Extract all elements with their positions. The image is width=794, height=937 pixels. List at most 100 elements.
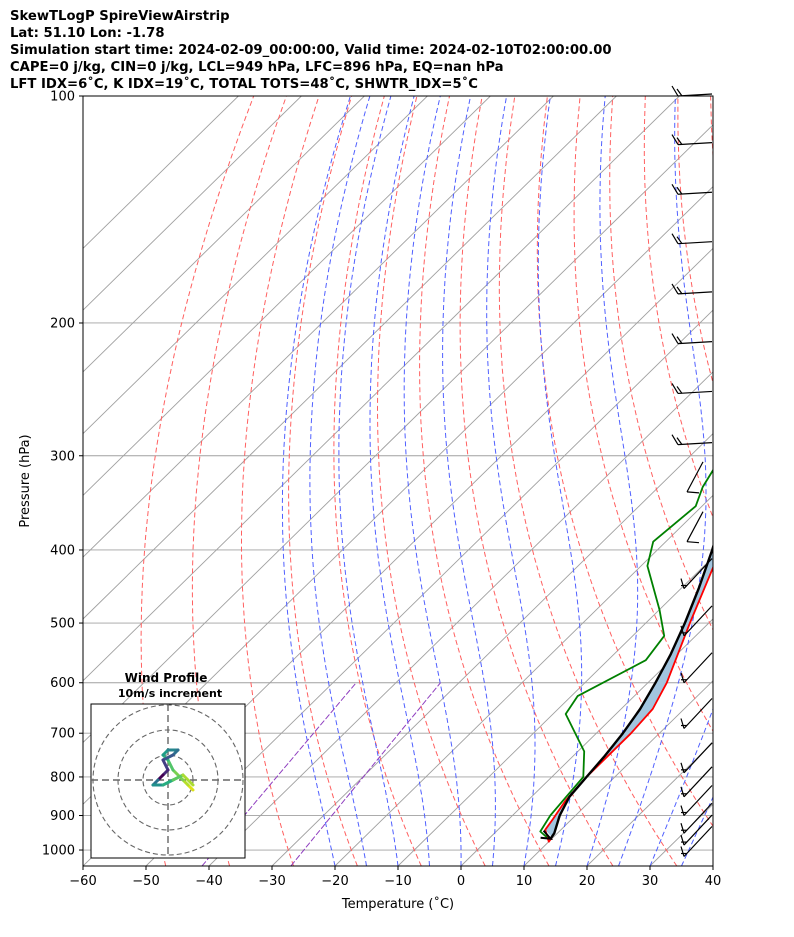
parcel-line: [549, 543, 713, 840]
dry-adiabat: [643, 96, 713, 519]
wind-barbs: [671, 85, 713, 857]
dry-adiabat: [459, 96, 614, 866]
dry-adiabat: [498, 96, 678, 866]
wind-profile-inset: Wind Profile 10m/s increment: [90, 671, 246, 859]
wind-barb: [671, 183, 713, 195]
x-axis-label: Temperature (˚C): [341, 896, 454, 912]
wind-barb: [680, 652, 713, 684]
temperature-line: [544, 565, 713, 843]
x-tick-label: 40: [705, 874, 722, 889]
wind-barb: [671, 134, 713, 146]
isotherm-line: [83, 96, 302, 311]
x-tick-label: 10: [516, 874, 533, 889]
wind-barb: [686, 461, 704, 494]
y-tick-label: 900: [50, 809, 75, 824]
wind-barb: [680, 605, 713, 637]
dry-adiabat: [191, 96, 287, 866]
dry-adiabat: [536, 96, 713, 828]
isotherm-line: [83, 96, 428, 435]
isotherm-line: [83, 96, 617, 620]
dry-adiabat: [573, 96, 713, 733]
hodograph-segment: [161, 753, 175, 762]
isotherm-line: [145, 309, 713, 866]
mixing-ratio-line: [290, 682, 441, 866]
isotherm-line: [712, 865, 713, 866]
indices-line-1: CAPE=0 j/kg, CIN=0 j/kg, LCL=949 hPa, LF…: [10, 60, 504, 75]
isotherm-line: [83, 96, 680, 682]
x-tick-label: −30: [258, 874, 285, 889]
indices-line-2: LFT IDX=6˚C, K IDX=19˚C, TOTAL TOTS=48˚C…: [10, 77, 478, 92]
x-tick-label: 20: [579, 874, 596, 889]
hodograph-segment: [161, 758, 170, 772]
isotherm-line: [271, 433, 713, 866]
mixing-ratio-line: [201, 682, 357, 866]
dry-adiabat: [743, 96, 794, 866]
inset-subtitle: 10m/s increment: [118, 687, 222, 700]
dewpoint-line: [539, 468, 713, 838]
wind-barb: [680, 785, 713, 816]
x-tick-label: 0: [457, 874, 465, 889]
dry-adiabat: [776, 96, 794, 866]
isotherm-line: [586, 741, 713, 866]
moist-adiabat: [681, 795, 713, 866]
shaded-area: [545, 547, 713, 839]
isotherm-line: [83, 96, 554, 558]
isotherm-line: [523, 680, 713, 866]
wind-barb: [680, 698, 713, 729]
x-tick-label: −40: [195, 874, 222, 889]
moist-adiabat: [309, 96, 371, 866]
wind-barb: [686, 511, 704, 544]
wind-barb: [671, 434, 713, 446]
wind-barb: [671, 85, 713, 97]
parcel-start-arrow: [540, 830, 554, 840]
grid-lines: [83, 96, 794, 866]
dry-adiabat: [288, 96, 358, 866]
moist-adiabat: [338, 96, 399, 866]
y-tick-label: 400: [50, 543, 75, 558]
dry-adiabat: [609, 96, 713, 631]
isotherm-line: [649, 803, 713, 866]
y-tick-label: 100: [50, 90, 75, 105]
wind-barb: [680, 814, 713, 846]
y-axis-label: Pressure (hPa): [18, 434, 33, 527]
moist-adiabat: [712, 864, 713, 866]
x-tick-label: 30: [642, 874, 659, 889]
moist-adiabat: [618, 96, 707, 866]
chart-title: SkewTLogP SpireViewAirstrip: [10, 9, 230, 24]
hodograph-segment: [171, 768, 185, 782]
dry-adiabat: [333, 96, 422, 866]
y-tick-label: 300: [50, 449, 75, 464]
dry-adiabat: [241, 96, 320, 866]
moist-adiabat: [442, 96, 496, 866]
moist-adiabat: [649, 707, 713, 866]
hodograph-segment: [161, 778, 175, 787]
x-tick-label: −10: [384, 874, 411, 889]
wind-barb: [680, 742, 713, 774]
dry-adiabat: [419, 96, 550, 866]
axes: −60 −50 −40 −30 −20 −10 0 10 20 30 40 1000 900 800 700…: [42, 90, 721, 890]
location-label: Lat: 51.10 Lon: -1.78: [10, 26, 165, 41]
dry-adiabat: [376, 96, 486, 866]
chart-header: SkewTLogP SpireViewAirstrip Lat: 51.10 L…: [10, 8, 612, 93]
hodograph-segment: [171, 773, 185, 782]
x-tick-label: −50: [132, 874, 159, 889]
wind-barb: [680, 766, 713, 798]
isotherm-line: [83, 96, 239, 249]
wind-barb: [680, 826, 713, 857]
moist-adiabat: [281, 96, 351, 866]
isotherm-line: [83, 96, 491, 497]
y-tick-label: 800: [50, 770, 75, 785]
wind-barb: [671, 233, 713, 245]
moist-adiabat: [586, 96, 639, 866]
y-tick-label: 600: [50, 676, 75, 691]
isotherm-line: [397, 556, 713, 866]
moist-adiabat: [369, 96, 430, 866]
x-tick-label: −60: [69, 874, 96, 889]
time-label: Simulation start time: 2024-02-09_00:00:…: [10, 43, 612, 58]
dry-adiabat: [710, 96, 713, 162]
inset-title: Wind Profile: [125, 671, 208, 685]
hodograph-segment: [166, 758, 175, 772]
isotherm-line: [334, 494, 713, 866]
y-tick-label: 500: [50, 617, 75, 632]
